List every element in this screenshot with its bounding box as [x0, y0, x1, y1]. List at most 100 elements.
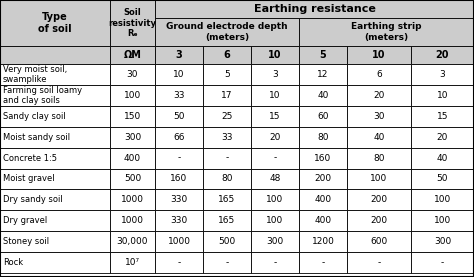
- Text: 200: 200: [314, 175, 331, 183]
- Bar: [203, 189, 251, 210]
- Text: 165: 165: [219, 216, 236, 225]
- Text: Moist gravel: Moist gravel: [3, 175, 55, 183]
- Text: 100: 100: [266, 216, 283, 225]
- Text: 100: 100: [266, 195, 283, 204]
- Bar: [0, 252, 110, 273]
- Bar: [411, 148, 474, 168]
- Bar: [251, 64, 299, 85]
- Bar: [110, 168, 155, 189]
- Bar: [155, 85, 203, 106]
- Bar: [299, 64, 347, 85]
- Bar: [203, 252, 251, 273]
- Text: Stoney soil: Stoney soil: [3, 237, 49, 246]
- Bar: [299, 106, 347, 127]
- Text: 100: 100: [434, 195, 451, 204]
- Bar: [0, 148, 110, 168]
- Bar: [110, 189, 155, 210]
- Text: 30: 30: [127, 70, 138, 79]
- Text: 33: 33: [221, 133, 233, 142]
- Bar: [110, 231, 155, 252]
- Text: 600: 600: [370, 237, 388, 246]
- Bar: [411, 127, 474, 148]
- Text: -: -: [273, 258, 277, 267]
- Text: 10: 10: [372, 50, 386, 60]
- Bar: [203, 64, 251, 85]
- Text: 20: 20: [436, 50, 449, 60]
- Text: 500: 500: [124, 175, 141, 183]
- Bar: [203, 231, 251, 252]
- Bar: [110, 252, 155, 273]
- Bar: [155, 252, 203, 273]
- Bar: [203, 127, 251, 148]
- Text: 1000: 1000: [121, 216, 144, 225]
- Text: 400: 400: [124, 153, 141, 163]
- Bar: [347, 85, 411, 106]
- Bar: [251, 106, 299, 127]
- Text: -: -: [225, 153, 228, 163]
- Text: ΩM: ΩM: [124, 50, 141, 60]
- Text: 17: 17: [221, 91, 233, 100]
- Text: 40: 40: [437, 153, 448, 163]
- Bar: [299, 85, 347, 106]
- Text: Dry gravel: Dry gravel: [3, 216, 47, 225]
- Text: 3: 3: [176, 50, 182, 60]
- Bar: [203, 106, 251, 127]
- Bar: [347, 106, 411, 127]
- Text: 30: 30: [373, 112, 385, 121]
- Bar: [110, 64, 155, 85]
- Text: -: -: [321, 258, 325, 267]
- Text: Rock: Rock: [3, 258, 23, 267]
- Bar: [203, 46, 251, 64]
- Text: -: -: [177, 153, 181, 163]
- Bar: [251, 148, 299, 168]
- Bar: [299, 18, 474, 46]
- Text: 400: 400: [314, 195, 331, 204]
- Bar: [110, 127, 155, 148]
- Text: 100: 100: [370, 175, 388, 183]
- Bar: [155, 127, 203, 148]
- Text: 330: 330: [170, 195, 188, 204]
- Text: Ground electrode depth
(meters): Ground electrode depth (meters): [166, 22, 288, 42]
- Text: 10⁷: 10⁷: [125, 258, 140, 267]
- Text: 20: 20: [269, 133, 281, 142]
- Bar: [110, 85, 155, 106]
- Bar: [251, 46, 299, 64]
- Bar: [203, 85, 251, 106]
- Bar: [251, 85, 299, 106]
- Bar: [299, 189, 347, 210]
- Bar: [251, 231, 299, 252]
- Bar: [299, 210, 347, 231]
- Bar: [411, 85, 474, 106]
- Text: 30,000: 30,000: [117, 237, 148, 246]
- Text: 80: 80: [317, 133, 329, 142]
- Bar: [251, 127, 299, 148]
- Bar: [110, 106, 155, 127]
- Text: 3: 3: [272, 70, 278, 79]
- Text: 6: 6: [224, 50, 230, 60]
- Text: 160: 160: [314, 153, 332, 163]
- Bar: [347, 231, 411, 252]
- Text: -: -: [377, 258, 381, 267]
- Bar: [299, 252, 347, 273]
- Bar: [299, 148, 347, 168]
- Text: Farming soil loamy
and clay soils: Farming soil loamy and clay soils: [3, 86, 82, 105]
- Text: Dry sandy soil: Dry sandy soil: [3, 195, 63, 204]
- Text: 12: 12: [317, 70, 328, 79]
- Text: Earthing resistance: Earthing resistance: [254, 4, 375, 14]
- Bar: [347, 148, 411, 168]
- Text: 200: 200: [371, 216, 388, 225]
- Bar: [347, 210, 411, 231]
- Bar: [0, 0, 110, 46]
- Text: 330: 330: [170, 216, 188, 225]
- Bar: [299, 46, 347, 64]
- Bar: [411, 64, 474, 85]
- Text: 50: 50: [437, 175, 448, 183]
- Text: Soil
resistivity
Rₑ: Soil resistivity Rₑ: [109, 9, 156, 38]
- Bar: [155, 64, 203, 85]
- Text: 10: 10: [269, 91, 281, 100]
- Bar: [299, 231, 347, 252]
- Text: 66: 66: [173, 133, 185, 142]
- Text: 1200: 1200: [311, 237, 335, 246]
- Text: 1000: 1000: [121, 195, 144, 204]
- Text: -: -: [273, 153, 277, 163]
